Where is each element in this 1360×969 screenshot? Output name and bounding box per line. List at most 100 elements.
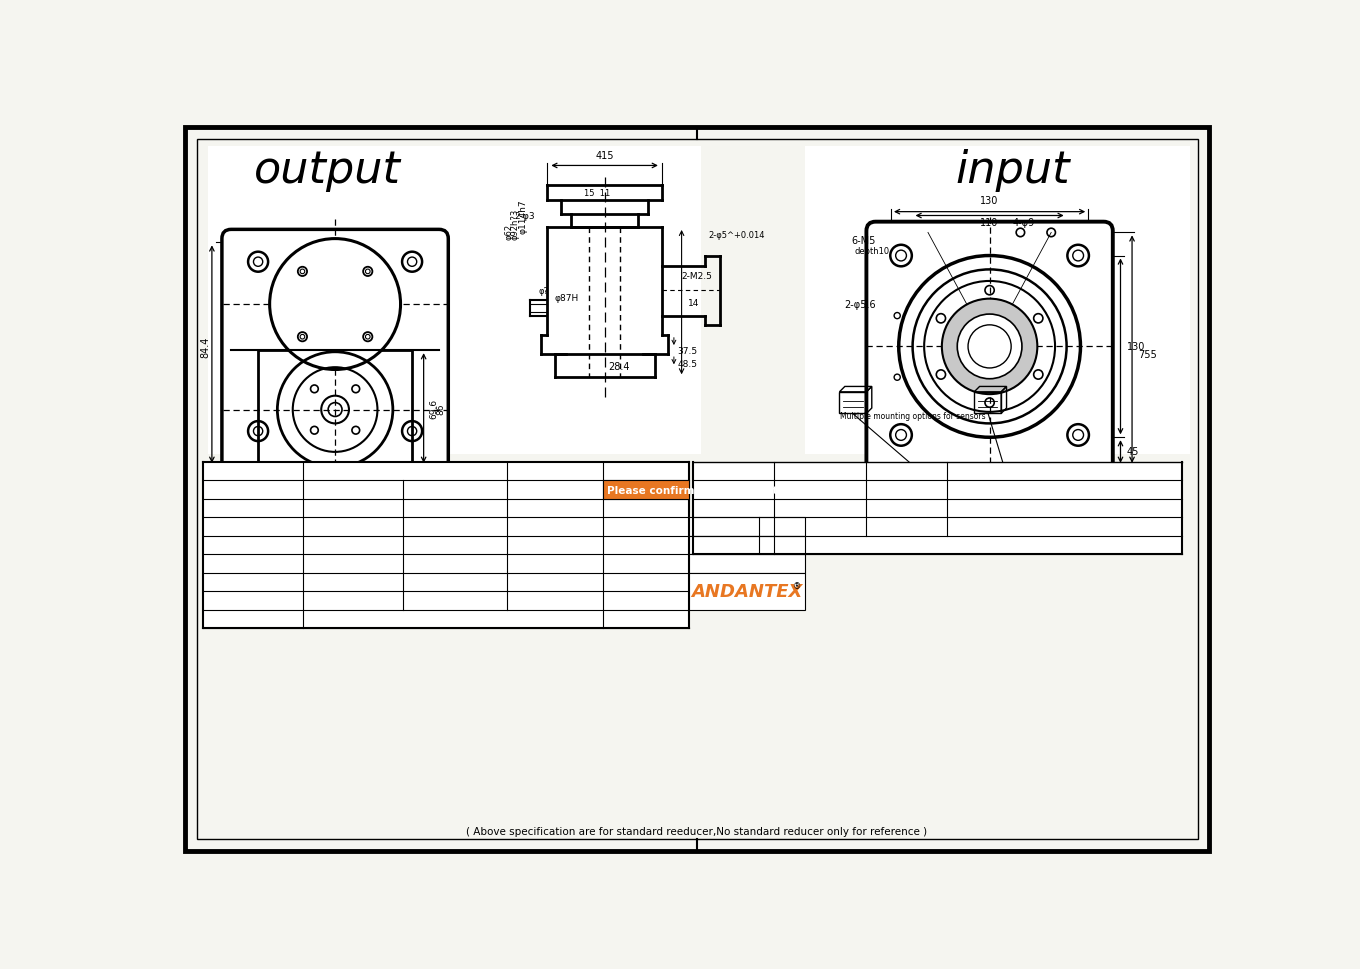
Text: 48.5: 48.5	[677, 359, 698, 368]
Text: 755: 755	[1138, 350, 1157, 359]
Text: ®: ®	[793, 581, 801, 591]
Text: IP50: IP50	[510, 578, 534, 587]
Bar	[955, 474, 1024, 509]
Text: NT130: NT130	[696, 504, 733, 514]
Text: Any: Any	[306, 578, 328, 587]
Text: Product Model: Product Model	[696, 467, 782, 477]
Text: First Angle projection: First Angle projection	[694, 559, 789, 569]
Text: 8400N: 8400N	[306, 522, 343, 532]
Text: Max. radial force: Max. radial force	[207, 522, 301, 532]
Text: 60: 60	[983, 532, 996, 542]
Text: 4-M75 screw: 4-M75 screw	[948, 472, 1001, 481]
Bar	[690, 574, 805, 610]
Text: 4-M5 screw depth10: 4-M5 screw depth10	[284, 300, 370, 309]
Text: kg.cm²: kg.cm²	[951, 469, 991, 479]
Bar	[473, 147, 690, 454]
Circle shape	[957, 315, 1021, 379]
Bar	[602, 481, 690, 499]
Text: 97%: 97%	[306, 541, 332, 550]
Text: ⊨⊕: ⊨⊕	[771, 557, 793, 571]
Text: Lubricating method: Lubricating method	[407, 485, 515, 495]
Bar	[694, 462, 1182, 554]
Circle shape	[942, 299, 1038, 394]
Text: φ62: φ62	[505, 224, 514, 239]
Text: Hollow rotating platform: Hollow rotating platform	[306, 467, 442, 477]
Text: ANDANTEX: ANDANTEX	[691, 582, 802, 601]
Text: 10: 10	[778, 485, 792, 495]
Text: Edition Version: Edition Version	[694, 522, 771, 532]
Text: 2-φ5.6: 2-φ5.6	[845, 299, 876, 310]
Text: Transmission ratio: Transmission ratio	[778, 467, 887, 477]
Text: 15  11: 15 11	[583, 189, 611, 198]
Circle shape	[1000, 476, 1006, 483]
Text: 3000rpm: 3000rpm	[510, 504, 562, 514]
Text: 84.4: 84.4	[201, 336, 211, 358]
Text: 37.5: 37.5	[677, 346, 698, 356]
Text: 50: 50	[870, 522, 884, 532]
Text: Max.Out put torque: Max.Out put torque	[207, 485, 316, 495]
Text: 2-φ5^+0.014: 2-φ5^+0.014	[709, 231, 766, 240]
Text: 4: 4	[997, 511, 1002, 519]
FancyBboxPatch shape	[222, 230, 449, 480]
Text: depth10: depth10	[854, 246, 889, 256]
Text: depth: depth	[962, 481, 986, 490]
Text: 6-M5: 6-M5	[851, 235, 876, 246]
Text: 50Kg: 50Kg	[510, 596, 539, 606]
Text: 2-φ3: 2-φ3	[514, 212, 536, 221]
Text: 备注: 备注	[778, 539, 793, 552]
Bar	[203, 462, 690, 629]
Bar	[690, 536, 805, 554]
Text: NT130: NT130	[696, 522, 733, 532]
Text: Stage Mark: Stage Mark	[694, 541, 752, 550]
Bar	[690, 554, 805, 574]
Text: -25°C~ +90°C: -25°C~ +90°C	[510, 541, 592, 550]
Text: φ87H: φ87H	[555, 294, 579, 303]
Text: 86: 86	[437, 403, 446, 415]
Text: 2000rpm: 2000rpm	[306, 504, 358, 514]
Text: φ114h7: φ114h7	[518, 199, 528, 234]
Text: 50: 50	[870, 485, 884, 495]
Text: ≤3arcmin: ≤3arcmin	[306, 559, 362, 569]
Text: Efficiency: Efficiency	[207, 541, 261, 550]
Bar	[690, 517, 805, 536]
Text: Customer project material code: Customer project material code	[510, 467, 688, 477]
Text: ( Above specification are for standard reeducer,No standard reducer only for ref: ( Above specification are for standard r…	[466, 827, 928, 836]
Text: Operating temperature: Operating temperature	[407, 541, 536, 550]
Text: Weight ±3%: Weight ±3%	[407, 596, 476, 606]
Text: Standard backlash: Standard backlash	[207, 559, 310, 569]
Text: 69.6: 69.6	[428, 398, 438, 419]
Text: Title: Title	[207, 467, 230, 477]
Text: Max. axial force: Max. axial force	[407, 522, 495, 532]
Text: Mass moments of inertia: Mass moments of inertia	[951, 464, 1098, 475]
Text: φ?: φ?	[539, 287, 548, 296]
Text: 15870x10⁻⁶: 15870x10⁻⁶	[951, 485, 1017, 495]
Text: 10: 10	[778, 504, 792, 514]
Text: 86: 86	[329, 499, 341, 509]
Bar	[805, 147, 1190, 454]
Text: Motor dimensions: Motor dimensions	[207, 614, 306, 624]
Text: ≤62dB: ≤62dB	[306, 596, 345, 606]
Text: input: input	[955, 148, 1070, 192]
Text: 4-φ9: 4-φ9	[1013, 217, 1035, 228]
Circle shape	[972, 476, 979, 483]
Text: 45: 45	[1126, 447, 1140, 456]
Bar	[258, 351, 412, 470]
Text: 86 Stepping (φ14-35/φ73-3 4-φ5.5-69.6*69.6): 86 Stepping (φ14-35/φ73-3 4-φ5.5-69.6*69…	[306, 614, 544, 624]
Polygon shape	[185, 128, 1209, 851]
Text: 69.6: 69.6	[325, 490, 345, 501]
Text: 15870x10⁻⁶: 15870x10⁻⁶	[951, 504, 1017, 514]
Text: Please confirm signature/date: Please confirm signature/date	[607, 485, 785, 495]
Text: 415: 415	[596, 151, 613, 161]
Text: 14: 14	[688, 298, 699, 308]
Text: Rated out put torque: Rated out put torque	[870, 464, 994, 475]
FancyBboxPatch shape	[866, 223, 1112, 476]
Text: 130: 130	[981, 197, 998, 206]
Text: output: output	[254, 148, 401, 192]
Text: Protection class: Protection class	[407, 578, 494, 587]
Circle shape	[269, 239, 401, 370]
Text: 130: 130	[1126, 342, 1145, 352]
Text: 2 times rated torque: 2 times rated torque	[306, 485, 422, 495]
Text: 50: 50	[870, 504, 884, 514]
Text: Rated input speed: Rated input speed	[207, 504, 309, 514]
Text: 2-M2.5: 2-M2.5	[681, 271, 713, 281]
